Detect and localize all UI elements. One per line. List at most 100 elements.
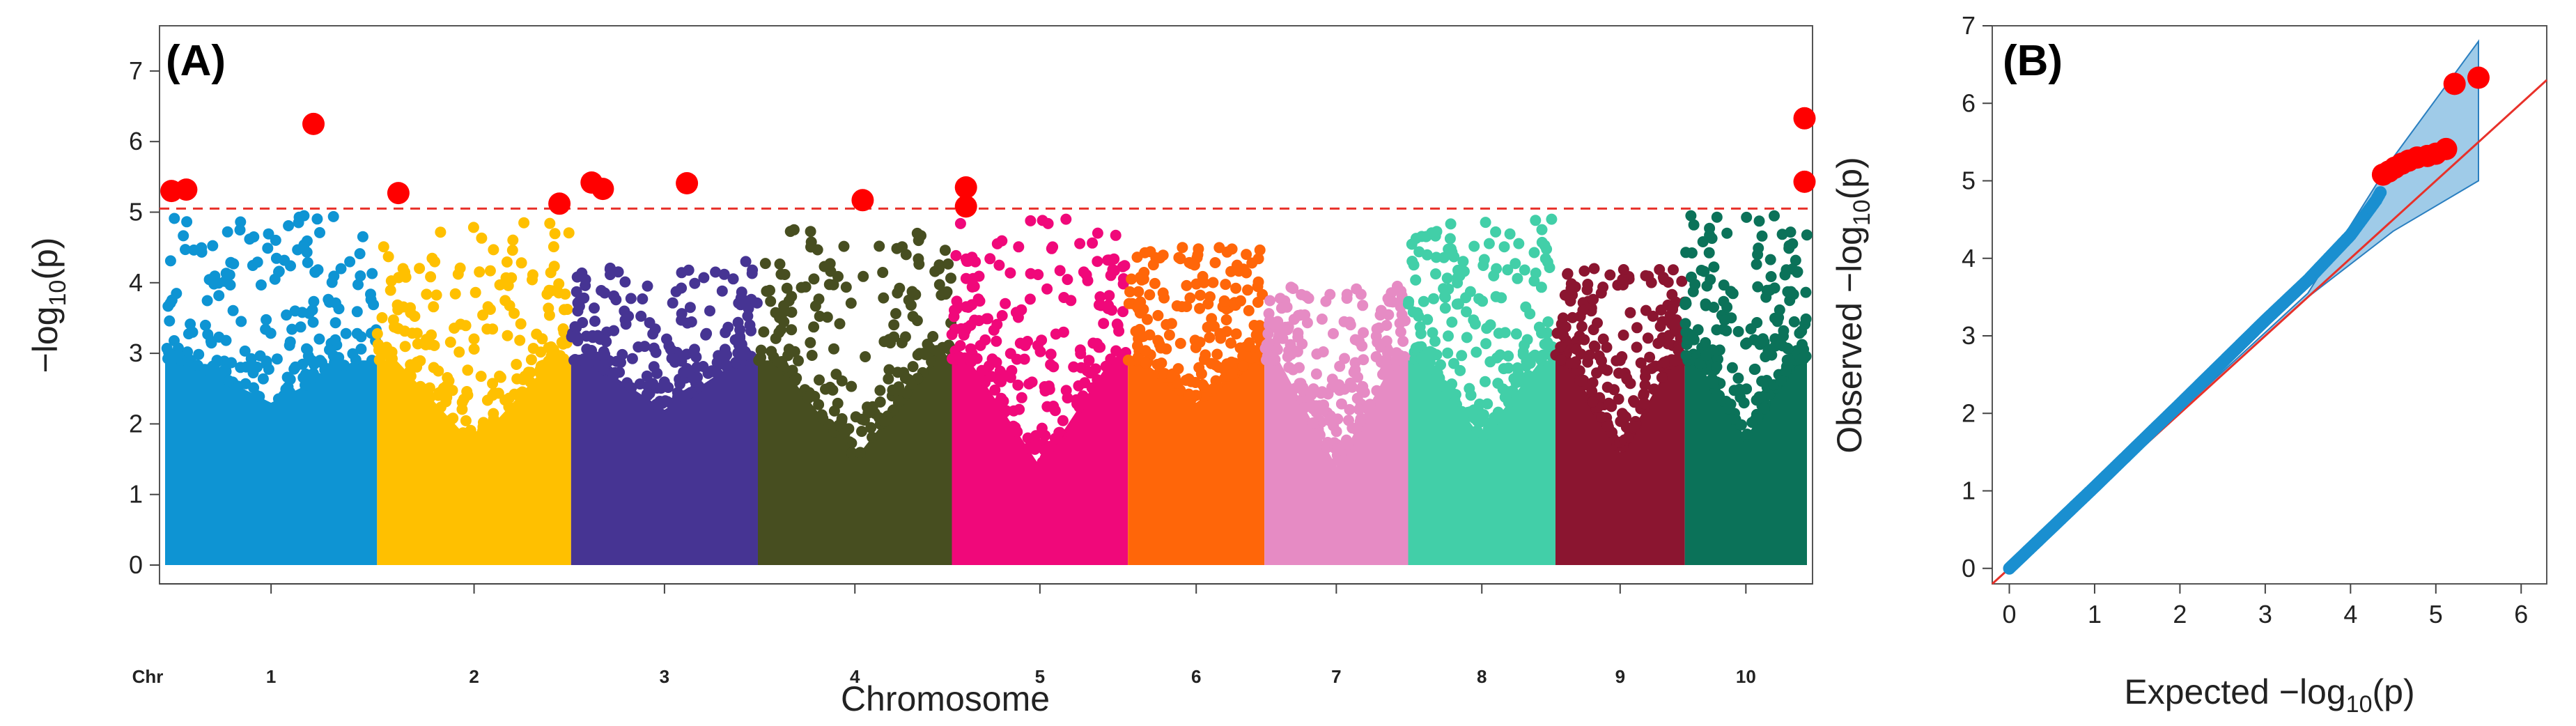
snp-point bbox=[1322, 437, 1333, 448]
snp-point bbox=[1181, 279, 1193, 291]
chr-tick-label: 10 bbox=[1736, 666, 1756, 687]
y-axis-b: 0 1 2 3 4 5 6 7 bbox=[1962, 11, 1992, 582]
snp-point bbox=[1014, 337, 1026, 349]
snp-point bbox=[284, 373, 296, 385]
snp-point bbox=[901, 387, 913, 399]
snp-point bbox=[1036, 334, 1048, 346]
snp-point bbox=[1410, 342, 1422, 354]
snp-point bbox=[1057, 415, 1069, 426]
snp-point bbox=[211, 355, 223, 366]
snp-point bbox=[1536, 224, 1548, 235]
snp-point bbox=[327, 350, 339, 362]
snp-point bbox=[1011, 425, 1023, 437]
snp-point bbox=[1769, 340, 1781, 352]
snp-point bbox=[387, 314, 399, 326]
snp-point bbox=[892, 366, 903, 378]
snp-point bbox=[836, 415, 848, 427]
snp-point bbox=[922, 339, 933, 350]
snp-point bbox=[1597, 281, 1609, 293]
snp-point bbox=[1184, 292, 1196, 304]
snp-point bbox=[1399, 350, 1410, 362]
snp-point bbox=[1569, 357, 1581, 369]
snp-point bbox=[633, 341, 644, 353]
snp-point bbox=[1356, 383, 1367, 395]
snp-point bbox=[1490, 291, 1502, 302]
snp-point bbox=[1113, 325, 1125, 337]
y-tick-label: 1 bbox=[129, 480, 143, 509]
snp-point bbox=[1078, 266, 1089, 278]
snp-point bbox=[1344, 403, 1356, 415]
x-tick-label-b: 3 bbox=[2258, 600, 2272, 628]
snp-point bbox=[1454, 364, 1466, 376]
snp-point bbox=[1397, 335, 1409, 347]
snp-point bbox=[580, 330, 592, 342]
snp-point bbox=[1520, 301, 1532, 313]
chr-5-dense-band bbox=[952, 360, 1128, 565]
significant-snp bbox=[387, 182, 410, 205]
snp-point bbox=[678, 366, 690, 378]
snp-point bbox=[1030, 430, 1042, 442]
snp-point bbox=[296, 307, 308, 318]
snp-point bbox=[1200, 349, 1211, 361]
chr-3-points bbox=[566, 256, 763, 565]
snp-point bbox=[1656, 371, 1668, 383]
snp-point bbox=[1718, 314, 1730, 326]
snp-point bbox=[572, 305, 584, 317]
snp-point bbox=[920, 348, 931, 360]
snp-point bbox=[1471, 346, 1482, 358]
snp-point bbox=[963, 302, 975, 313]
snp-point bbox=[1406, 256, 1418, 267]
snp-point bbox=[462, 364, 474, 376]
snp-point bbox=[1439, 302, 1451, 314]
snp-point bbox=[326, 277, 338, 288]
snp-point bbox=[1569, 281, 1581, 293]
snp-point bbox=[313, 373, 325, 385]
snp-point bbox=[1438, 283, 1450, 295]
snp-point bbox=[1163, 329, 1175, 341]
snp-point bbox=[1262, 328, 1274, 339]
snp-point bbox=[239, 345, 251, 357]
snp-point bbox=[405, 359, 417, 371]
snp-point bbox=[1427, 327, 1438, 339]
snp-point bbox=[308, 295, 320, 307]
qq-significant-point bbox=[2467, 66, 2490, 89]
snp-point bbox=[648, 361, 660, 373]
snp-point bbox=[838, 240, 850, 252]
snp-point bbox=[261, 314, 272, 325]
snp-point bbox=[476, 232, 488, 244]
snp-point bbox=[548, 261, 560, 272]
snp-point bbox=[1193, 362, 1205, 373]
snp-point bbox=[1012, 379, 1024, 391]
snp-point bbox=[720, 327, 731, 339]
snp-point bbox=[453, 346, 465, 358]
snp-point bbox=[993, 373, 1004, 385]
snp-point bbox=[883, 373, 894, 385]
snp-point bbox=[1254, 244, 1266, 256]
snp-point bbox=[802, 392, 814, 404]
snp-point bbox=[1658, 274, 1670, 286]
snp-point bbox=[1446, 316, 1458, 328]
snp-point bbox=[1587, 396, 1599, 408]
snp-point bbox=[1264, 295, 1275, 307]
snp-point bbox=[1688, 219, 1700, 231]
snp-point bbox=[1263, 337, 1275, 349]
snp-point bbox=[1342, 439, 1353, 451]
snp-point bbox=[746, 268, 758, 279]
snp-point bbox=[1413, 310, 1425, 322]
snp-point bbox=[1092, 338, 1103, 350]
snp-point bbox=[1788, 316, 1800, 327]
snp-point bbox=[511, 359, 522, 370]
snp-point bbox=[1174, 253, 1186, 265]
snp-point bbox=[1588, 263, 1600, 275]
snp-point bbox=[965, 319, 977, 331]
snp-point bbox=[563, 227, 575, 239]
snp-point bbox=[674, 378, 685, 390]
snp-point bbox=[1646, 362, 1658, 374]
snp-point bbox=[965, 343, 977, 355]
snp-point bbox=[1700, 350, 1712, 362]
snp-point bbox=[1226, 368, 1238, 380]
snp-point bbox=[1092, 227, 1103, 239]
chr-5-points bbox=[946, 213, 1132, 565]
snp-point bbox=[1578, 334, 1590, 346]
snp-point bbox=[354, 248, 366, 260]
